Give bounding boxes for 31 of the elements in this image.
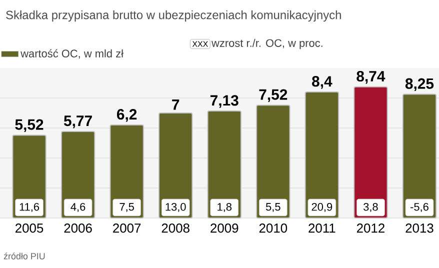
x-tick-label: 2006 [64,224,92,233]
data-label: 8,4 [312,76,332,89]
x-tick-label: 2009 [210,224,238,233]
x-tick-label: 2005 [16,224,44,233]
data-label: 5,52 [15,119,44,132]
annotation: 13,0 [166,202,186,212]
chart-title: Składka przypisana brutto w ubezpieczeniach komunikacyjnych [6,10,341,22]
x-tick-label: 2008 [162,224,190,233]
data-label: 5,77 [64,116,92,128]
text: źródło PIU [4,252,45,260]
data-label: 7,52 [259,89,288,102]
annotation: 5,5 [266,203,280,212]
data-label: 8,74 [356,70,386,84]
x-tick-label: 2007 [113,224,141,233]
x-tick-label: 2011 [308,224,336,233]
legend-label: wartość OC, w mld zł [20,49,124,59]
annotation: 4,6 [70,202,86,212]
annotation: 11,6 [20,202,40,212]
annotation: 1,8 [218,202,232,212]
annotation: -5,6 [410,202,428,212]
data-label: 6,2 [116,109,137,122]
data-label: 8,25 [405,78,434,92]
annotation: 3,8 [364,202,378,212]
annotation: 7,5 [120,203,134,212]
x-tick-label: 2010 [259,224,288,233]
x-tick-label: 2012 [356,224,384,233]
annotation: 20,9 [312,202,332,212]
x-tick-label: 2013 [406,224,434,233]
text: wzrost r./r. OC, w proc. [212,38,322,50]
data-label: 7,13 [210,95,238,108]
data-label: 7 [172,100,180,110]
